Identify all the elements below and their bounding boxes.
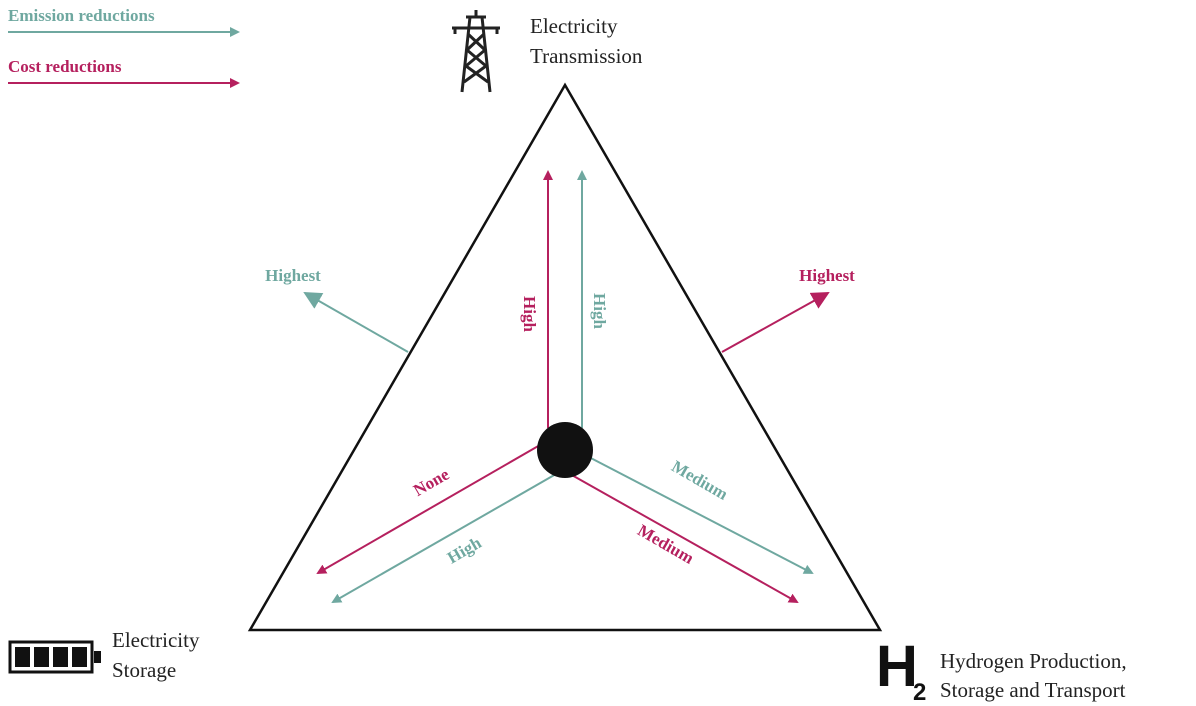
battery-icon: [8, 640, 101, 674]
arrow: [303, 292, 409, 353]
vertex-label: Electricity: [112, 628, 200, 652]
legend-label: Cost reductions: [8, 57, 122, 76]
legend-label: Emission reductions: [8, 6, 155, 25]
tower-icon: [452, 10, 500, 93]
vertex-label: Hydrogen Production,: [940, 649, 1127, 673]
center-node: [537, 422, 593, 478]
vertex-label: Storage: [112, 658, 176, 682]
arrow-label: Medium: [668, 457, 731, 504]
arrow-label: None: [410, 464, 453, 500]
arrow: [316, 444, 541, 574]
h2-icon-sub: 2: [913, 679, 926, 706]
vertex-label: Electricity: [530, 14, 618, 38]
vertex-label: Storage and Transport: [940, 678, 1126, 702]
arrow-label: Highest: [265, 266, 321, 285]
vertex-label: Transmission: [530, 44, 643, 68]
triangle: [247, 82, 883, 632]
arrow-label: Highest: [799, 266, 855, 285]
arrow: [584, 454, 814, 574]
arrow-label: High: [520, 296, 539, 332]
arrow: [569, 473, 799, 603]
arrow-label: High: [590, 293, 609, 329]
arrow: [721, 292, 830, 353]
arrow: [331, 473, 557, 603]
h2-icon: H: [876, 634, 918, 699]
arrow-label: High: [444, 533, 485, 568]
